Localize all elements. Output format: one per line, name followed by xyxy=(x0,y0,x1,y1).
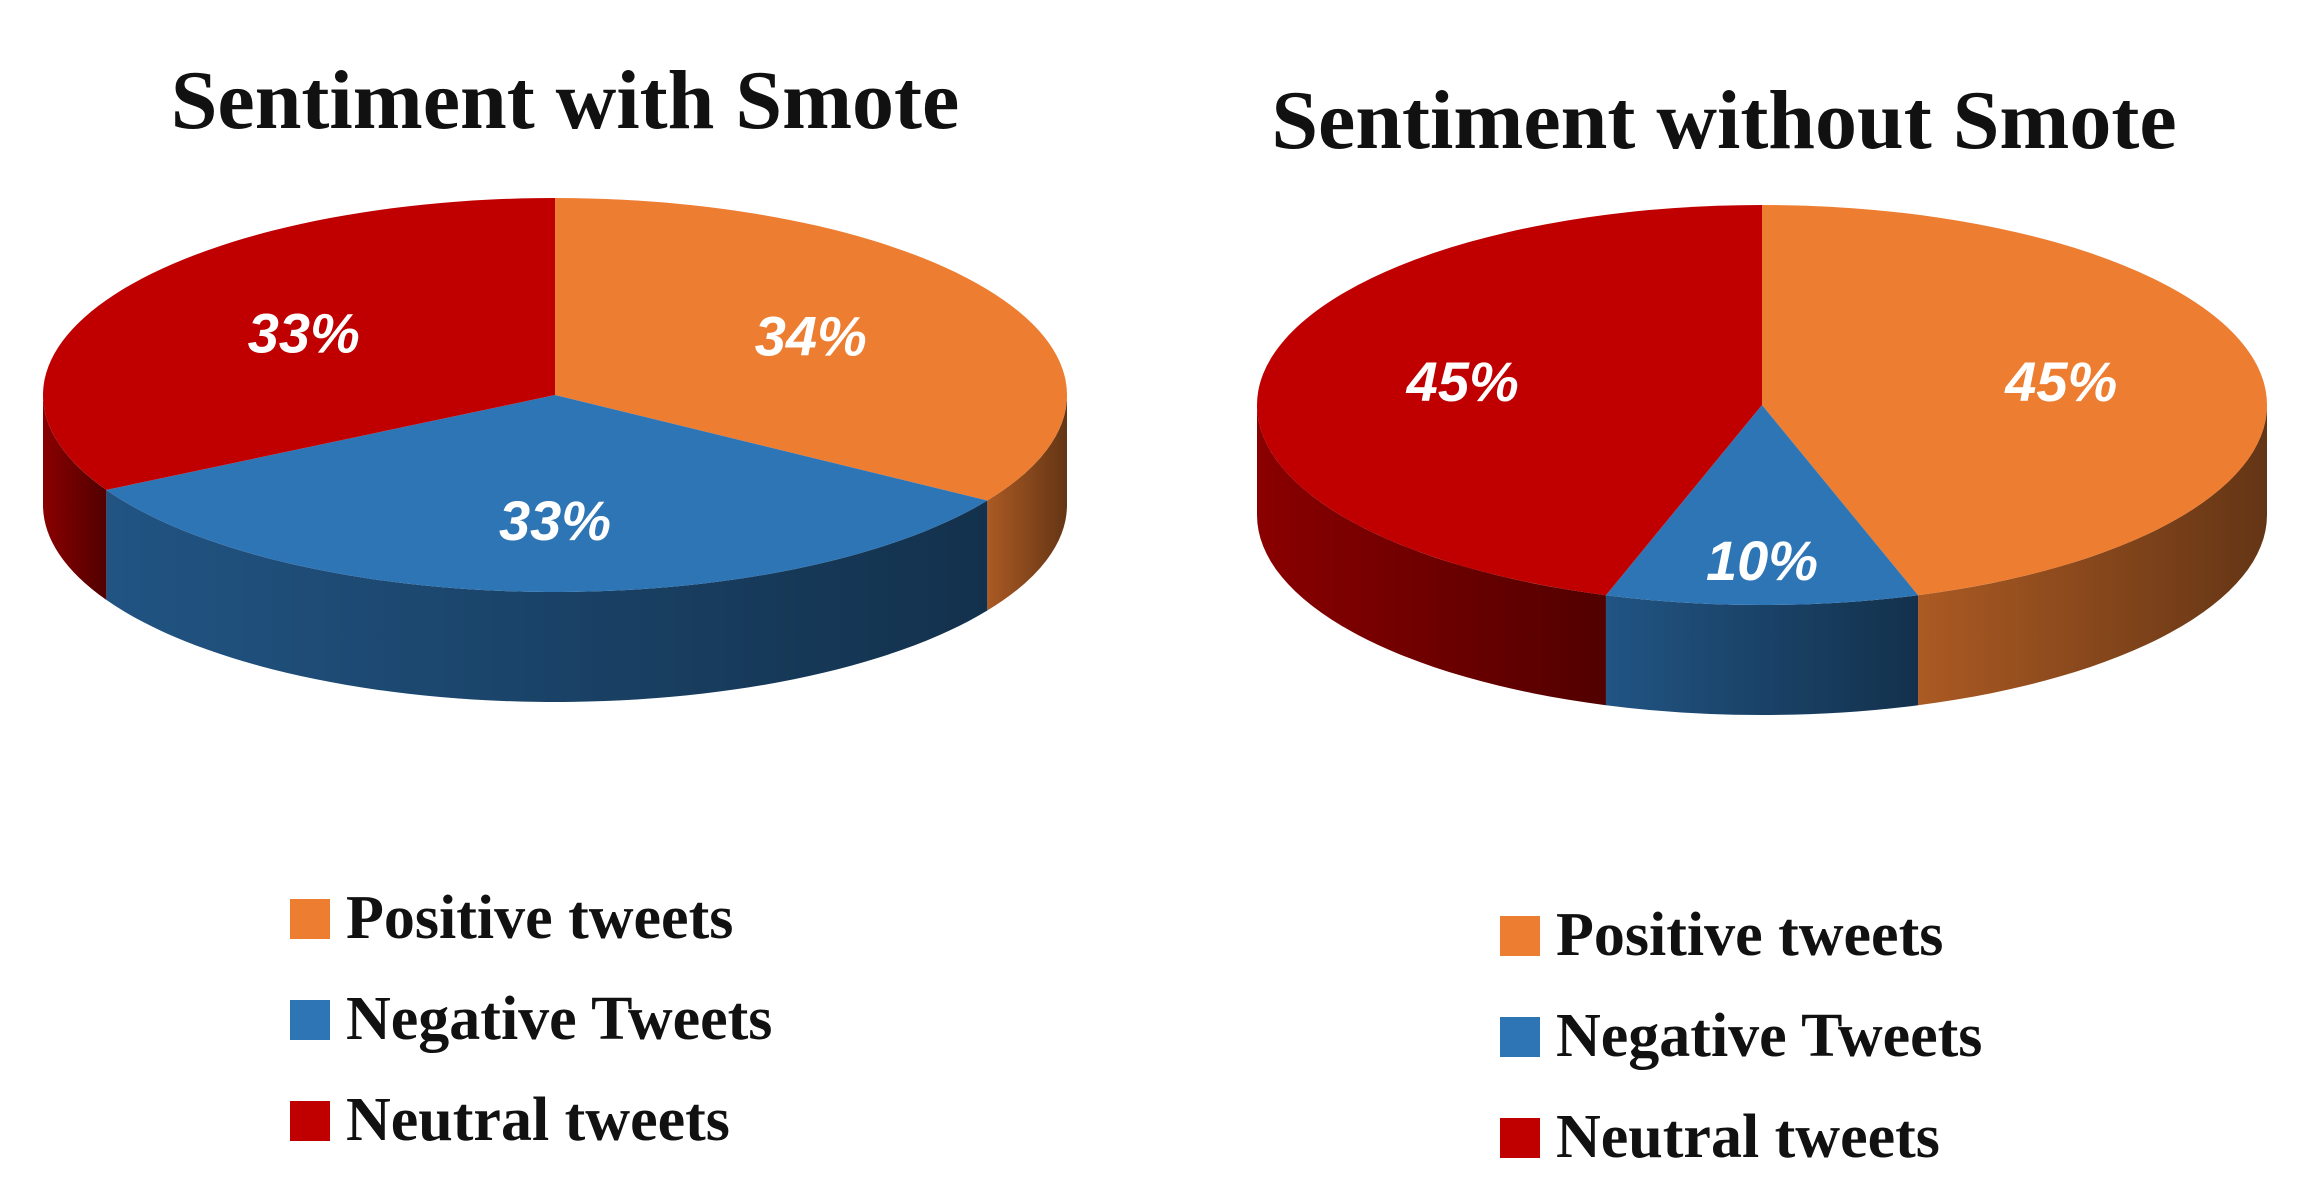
legend-item-negative-tweets: Negative Tweets xyxy=(1500,986,1982,1087)
legend-swatch xyxy=(1500,1016,1540,1057)
chart-title: Sentiment without Smote xyxy=(1271,74,2177,167)
pie-chart-without-smote: Sentiment without Smote 45% 10% 45% Positi… xyxy=(1150,0,2298,1189)
pie-3d: 34% 33% 33% xyxy=(43,198,1067,702)
legend-item-positive-tweets: Positive tweets xyxy=(1500,885,1982,986)
legend: Positive tweets Negative Tweets Neutral tw… xyxy=(290,868,772,1171)
pie-side-neutral-tweets xyxy=(1257,405,1606,706)
pie-side-positive-tweets xyxy=(1918,405,2267,706)
legend-label: Negative Tweets xyxy=(346,985,773,1053)
pie-slice-negative-tweets xyxy=(1605,405,1919,605)
data-label-negative-tweets: 10% xyxy=(1706,529,1818,592)
pie-side-walls xyxy=(43,395,1067,702)
legend-swatch xyxy=(290,999,330,1040)
data-label-positive-tweets: 45% xyxy=(2004,350,2117,413)
legend-label: Positive tweets xyxy=(1556,901,1944,969)
pie-slice-neutral-tweets xyxy=(43,198,555,490)
pie-side-positive-tweets xyxy=(987,395,1067,611)
legend-item-neutral-tweets: Neutral tweets xyxy=(1500,1087,1982,1188)
legend-item-positive-tweets: Positive tweets xyxy=(290,868,772,969)
chart-title: Sentiment with Smote xyxy=(170,54,960,147)
legend-swatch xyxy=(290,898,330,939)
pie-slice-positive-tweets xyxy=(1762,205,2267,596)
pie-side-negative-tweets xyxy=(106,489,988,702)
pie-slice-neutral-tweets xyxy=(1257,205,1762,596)
legend-label: Negative Tweets xyxy=(1556,1002,1983,1070)
pie-chart-with-smote: Sentiment with Smote 34% 33% 33% Positive … xyxy=(43,54,1067,1171)
legend-label: Positive tweets xyxy=(346,884,734,952)
legend-swatch xyxy=(1500,915,1540,956)
legend-item-negative-tweets: Negative Tweets xyxy=(290,969,772,1070)
data-label-negative-tweets: 33% xyxy=(499,489,611,552)
data-label-neutral-tweets: 45% xyxy=(1406,350,1519,413)
legend: Positive tweets Negative Tweets Neutral tw… xyxy=(1500,885,1982,1188)
pie-slice-negative-tweets xyxy=(106,395,988,593)
pie-side-negative-tweets xyxy=(1605,595,1919,715)
pie-3d: 45% 10% 45% xyxy=(1257,205,2267,715)
legend-label: Neutral tweets xyxy=(1556,1103,1940,1171)
pie-slice-positive-tweets xyxy=(555,198,1067,501)
pie-side-walls xyxy=(1257,405,2267,715)
pie-side-neutral-tweets xyxy=(43,395,107,600)
legend-label: Neutral tweets xyxy=(346,1086,730,1154)
legend-item-neutral-tweets: Neutral tweets xyxy=(290,1070,772,1171)
data-label-neutral-tweets: 33% xyxy=(248,302,360,365)
legend-swatch xyxy=(290,1100,330,1141)
data-label-positive-tweets: 34% xyxy=(755,305,867,368)
legend-swatch xyxy=(1500,1117,1540,1158)
